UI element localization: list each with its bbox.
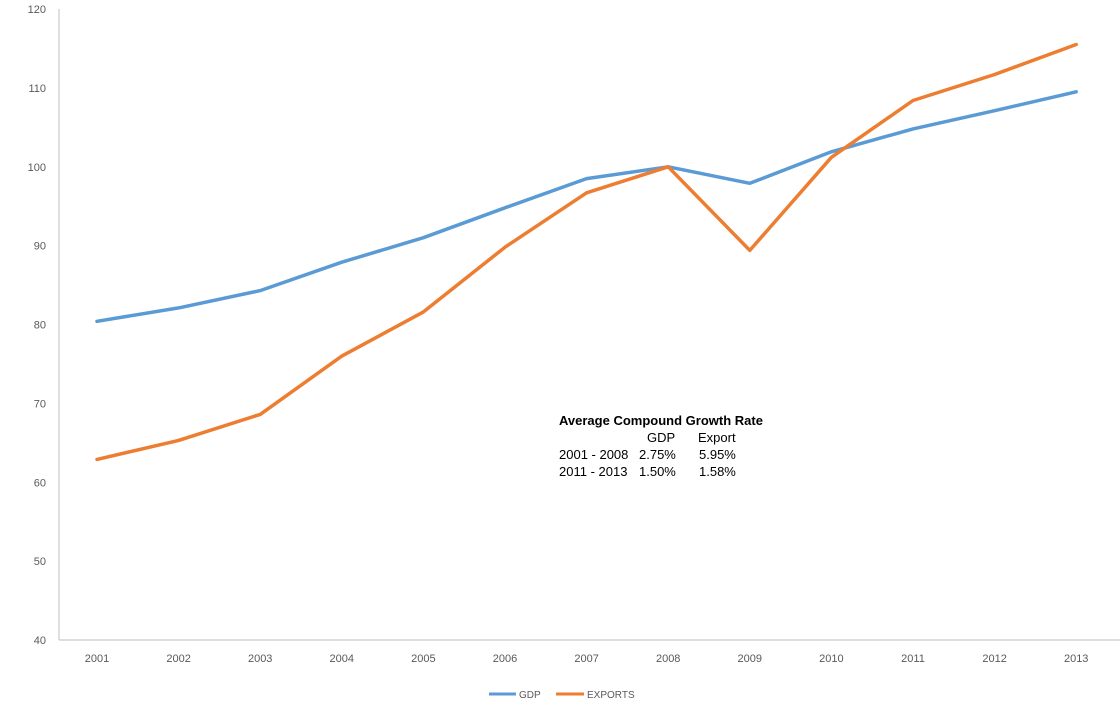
x-tick-label: 2013 — [1064, 653, 1088, 665]
y-tick-labels: 40 50 60 70 80 90 100 110 120 — [28, 4, 46, 647]
x-tick-label: 2004 — [330, 653, 354, 665]
annotation-title: Average Compound Growth Rate — [559, 413, 763, 428]
legend-label-gdp: GDP — [519, 690, 541, 701]
x-tick-label: 2002 — [166, 653, 190, 665]
x-tick-label: 2009 — [738, 653, 762, 665]
x-tick-label: 2001 — [85, 653, 109, 665]
x-tick-label: 2011 — [901, 653, 925, 665]
y-tick-label: 90 — [34, 241, 46, 253]
x-tick-label: 2006 — [493, 653, 517, 665]
x-tick-label: 2003 — [248, 653, 272, 665]
series-line-exports — [95, 42, 1078, 462]
y-tick-label: 70 — [34, 398, 46, 410]
legend: GDP EXPORTS — [489, 690, 635, 701]
x-tick-labels: 2001 2002 2003 2004 2005 2006 2007 2008 2009 2010… — [85, 653, 1089, 665]
y-tick-label: 60 — [34, 477, 46, 489]
y-tick-label: 100 — [28, 162, 46, 174]
annotation-row-gdp: 1.50% — [639, 464, 676, 479]
annotation-row-export: 5.95% — [699, 447, 736, 462]
series-lines — [95, 42, 1078, 462]
y-tick-label: 80 — [34, 320, 46, 332]
series-line-gdp — [95, 90, 1078, 324]
y-tick-label: 40 — [34, 635, 46, 647]
annotation-row-export: 1.58% — [699, 464, 736, 479]
annotation-row-gdp: 2.75% — [639, 447, 676, 462]
growth-rate-annotation: Average Compound Growth Rate GDP Export … — [559, 413, 763, 479]
legend-label-exports: EXPORTS — [587, 690, 635, 701]
x-tick-label: 2012 — [982, 653, 1006, 665]
annotation-col-export: Export — [698, 430, 736, 445]
annotation-row-period: 2001 - 2008 — [559, 447, 628, 462]
y-tick-label: 50 — [34, 556, 46, 568]
axes — [58, 9, 1120, 641]
annotation-col-gdp: GDP — [647, 430, 675, 445]
x-tick-label: 2008 — [656, 653, 680, 665]
x-tick-label: 2005 — [411, 653, 435, 665]
y-tick-label: 120 — [28, 4, 46, 16]
x-tick-label: 2007 — [574, 653, 598, 665]
annotation-row-period: 2011 - 2013 — [559, 464, 627, 479]
x-tick-label: 2010 — [819, 653, 843, 665]
y-tick-label: 110 — [28, 83, 46, 95]
